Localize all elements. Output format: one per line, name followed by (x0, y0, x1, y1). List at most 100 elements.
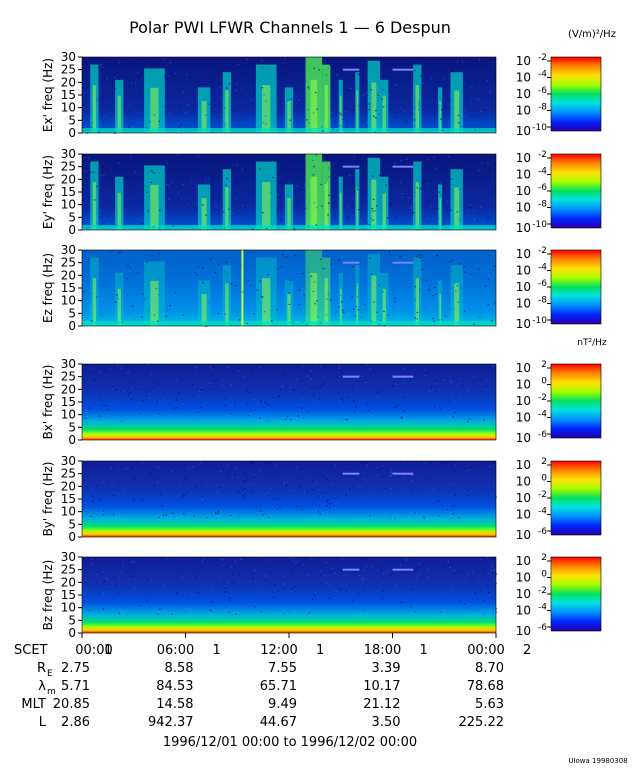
noise-speckle (116, 161, 119, 163)
colorbar-tick-exponent: -4 (538, 410, 547, 420)
noise-speckle (323, 595, 325, 597)
noise-speckle (231, 582, 234, 584)
noise-speckle (345, 494, 347, 496)
noise-speckle (298, 289, 301, 291)
ephemeris-value: 2.86 (61, 715, 90, 730)
noise-speckle (325, 560, 328, 562)
noise-speckle (184, 478, 186, 480)
noise-speckle (130, 82, 133, 84)
noise-speckle (289, 250, 292, 252)
noise-speckle (316, 316, 319, 318)
noise-speckle (394, 270, 396, 272)
noise-speckle (245, 278, 248, 280)
noise-speckle (293, 110, 295, 112)
noise-speckle (289, 557, 291, 559)
noise-speckle (319, 386, 322, 388)
noise-speckle (416, 255, 418, 257)
noise-speckle (100, 175, 103, 177)
noise-speckle (339, 125, 342, 127)
noise-speckle (283, 613, 285, 615)
noise-speckle (434, 382, 437, 384)
noise-speckle (365, 403, 368, 405)
noise-speckle (117, 593, 120, 595)
noise-speckle (118, 61, 121, 63)
noise-speckle (272, 560, 274, 562)
noise-speckle (480, 463, 483, 465)
noise-speckle (433, 488, 435, 490)
noise-speckle (183, 203, 186, 206)
noise-speckle (252, 577, 254, 579)
noise-speckle (252, 483, 254, 485)
noise-speckle (180, 130, 183, 132)
noise-speckle (136, 272, 139, 274)
y-tick-label: 0 (68, 626, 76, 640)
noise-speckle (174, 292, 177, 294)
noise-speckle (89, 515, 92, 517)
noise-speckle (291, 461, 294, 463)
noise-speckle (252, 191, 255, 193)
noise-speckle (308, 122, 311, 124)
noise-speckle (479, 414, 482, 417)
interference-line (392, 68, 414, 71)
noise-speckle (472, 323, 475, 325)
noise-speckle (221, 379, 223, 381)
noise-speckle (208, 177, 210, 180)
noise-speckle (92, 563, 94, 565)
emission-core (454, 283, 460, 326)
noise-speckle (260, 611, 263, 613)
noise-speckle (476, 62, 479, 64)
noise-speckle (387, 129, 390, 131)
noise-speckle (231, 574, 234, 576)
noise-speckle (301, 161, 303, 163)
noise-speckle (486, 584, 489, 586)
noise-speckle (494, 98, 496, 100)
noise-speckle (306, 375, 309, 377)
noise-speckle (177, 154, 179, 156)
noise-speckle (122, 564, 124, 566)
noise-speckle (417, 461, 420, 463)
noise-speckle (303, 206, 306, 208)
noise-speckle (201, 495, 204, 498)
noise-speckle (448, 121, 450, 123)
noise-speckle (330, 300, 332, 302)
noise-speckle (328, 154, 330, 157)
noise-speckle (382, 179, 385, 182)
noise-speckle (288, 157, 291, 159)
emission-core (356, 283, 359, 326)
noise-speckle (153, 314, 155, 316)
noise-speckle (451, 183, 453, 185)
noise-speckle (252, 491, 254, 493)
noise-speckle (246, 322, 249, 325)
noise-speckle (230, 383, 233, 385)
noise-speckle (288, 303, 291, 305)
noise-speckle (493, 59, 496, 62)
noise-speckle (148, 308, 150, 310)
noise-speckle (352, 266, 355, 268)
noise-speckle (102, 510, 105, 512)
noise-speckle (334, 256, 336, 258)
noise-speckle (234, 401, 236, 403)
interference-line (392, 568, 414, 571)
noise-speckle (164, 103, 167, 105)
noise-speckle (287, 99, 290, 101)
noise-speckle (178, 125, 181, 128)
noise-speckle (282, 374, 285, 376)
y-tick-label: 15 (61, 588, 76, 602)
noise-speckle (441, 599, 443, 602)
noise-speckle (329, 298, 332, 300)
colorbar-tick-label: 10 (516, 491, 531, 505)
noise-speckle (345, 399, 347, 402)
noise-speckle (450, 588, 453, 591)
noise-speckle (390, 472, 393, 474)
noise-speckle (453, 411, 455, 413)
noise-speckle (471, 418, 473, 420)
noise-speckle (194, 271, 196, 273)
noise-speckle (116, 294, 118, 296)
colorbar-tick-label: 10 (516, 571, 531, 585)
noise-speckle (295, 69, 297, 71)
noise-speckle (286, 416, 289, 418)
noise-speckle (292, 89, 295, 91)
noise-speckle (293, 272, 295, 274)
